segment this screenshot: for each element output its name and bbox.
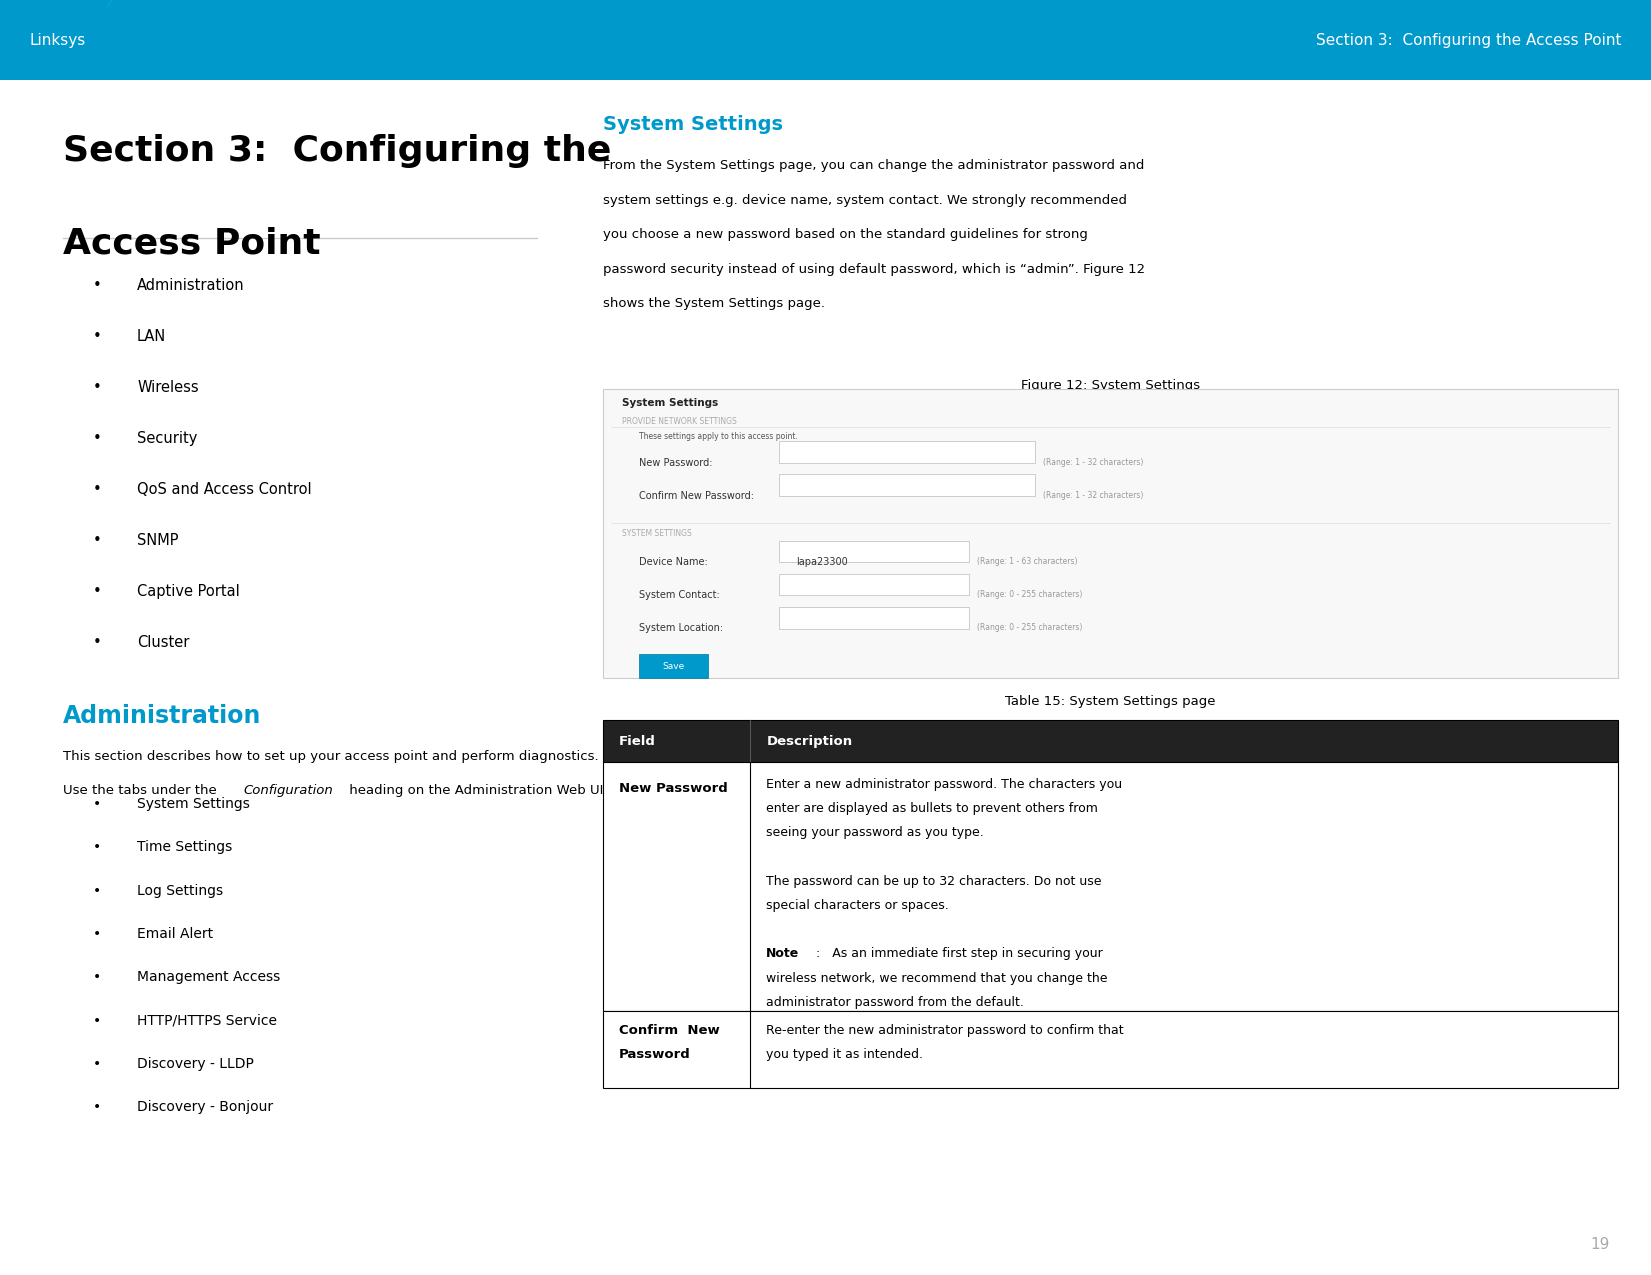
Text: •: • xyxy=(92,584,101,599)
Text: •: • xyxy=(92,278,101,293)
Text: Administration: Administration xyxy=(137,278,244,293)
Text: Confirm New Password:: Confirm New Password: xyxy=(639,491,755,501)
Text: Log Settings: Log Settings xyxy=(137,884,223,898)
Text: Device Name:: Device Name: xyxy=(639,557,708,567)
Text: Linksys: Linksys xyxy=(30,33,86,47)
Text: Section 3:  Configuring the Access Point: Section 3: Configuring the Access Point xyxy=(1316,33,1621,47)
Text: This section describes how to set up your access point and perform diagnostics.: This section describes how to set up you… xyxy=(63,750,598,762)
Bar xyxy=(779,474,1035,496)
Text: system settings e.g. device name, system contact. We strongly recommended: system settings e.g. device name, system… xyxy=(603,194,1126,207)
Text: Access Point: Access Point xyxy=(63,227,320,261)
Text: Note: Note xyxy=(766,947,799,960)
Bar xyxy=(603,720,1618,762)
Bar xyxy=(603,389,1618,678)
Text: •: • xyxy=(92,1100,101,1114)
Text: you choose a new password based on the standard guidelines for strong: you choose a new password based on the s… xyxy=(603,228,1088,241)
Text: wireless network, we recommend that you change the: wireless network, we recommend that you … xyxy=(766,972,1108,984)
Text: Field: Field xyxy=(619,734,655,748)
Text: •: • xyxy=(92,1057,101,1071)
Text: seeing your password as you type.: seeing your password as you type. xyxy=(766,826,984,839)
Text: New Password:: New Password: xyxy=(639,458,713,468)
Text: System Contact:: System Contact: xyxy=(639,590,720,601)
Text: System Settings: System Settings xyxy=(622,398,718,408)
Text: New Password: New Password xyxy=(619,782,728,794)
Bar xyxy=(779,541,969,562)
Text: 19: 19 xyxy=(1590,1237,1610,1252)
Text: Confirm  New: Confirm New xyxy=(619,1024,720,1037)
Text: The password can be up to 32 characters. Do not use: The password can be up to 32 characters.… xyxy=(766,875,1101,887)
Text: password security instead of using default password, which is “admin”. Figure 12: password security instead of using defau… xyxy=(603,263,1144,275)
Bar xyxy=(779,607,969,629)
Text: Table 15: System Settings page: Table 15: System Settings page xyxy=(1005,695,1215,708)
Text: Wireless: Wireless xyxy=(137,380,198,395)
Text: These settings apply to this access point.: These settings apply to this access poin… xyxy=(639,432,797,441)
Text: System Location:: System Location: xyxy=(639,623,723,634)
Bar xyxy=(0,0,1651,80)
Text: •: • xyxy=(92,431,101,446)
Text: •: • xyxy=(92,635,101,650)
Text: •: • xyxy=(92,482,101,497)
Bar xyxy=(639,654,708,678)
Text: Section 3:  Configuring the: Section 3: Configuring the xyxy=(63,134,611,168)
Text: heading on the Administration Web UI.: heading on the Administration Web UI. xyxy=(345,784,608,797)
Text: administrator password from the default.: administrator password from the default. xyxy=(766,996,1024,1009)
Bar xyxy=(603,1011,1618,1088)
Text: special characters or spaces.: special characters or spaces. xyxy=(766,899,949,912)
Text: •: • xyxy=(92,840,101,854)
Bar xyxy=(779,441,1035,463)
Text: (Range: 1 - 63 characters): (Range: 1 - 63 characters) xyxy=(977,557,1078,566)
Text: •: • xyxy=(92,797,101,811)
Text: Use the tabs under the: Use the tabs under the xyxy=(63,784,221,797)
Text: SYSTEM SETTINGS: SYSTEM SETTINGS xyxy=(622,529,692,538)
Text: Cluster: Cluster xyxy=(137,635,190,650)
Text: LAN: LAN xyxy=(137,329,167,344)
Text: System Settings: System Settings xyxy=(137,797,249,811)
Text: QoS and Access Control: QoS and Access Control xyxy=(137,482,312,497)
Bar xyxy=(779,574,969,595)
Text: Captive Portal: Captive Portal xyxy=(137,584,239,599)
Text: Email Alert: Email Alert xyxy=(137,927,213,941)
Text: :   As an immediate first step in securing your: : As an immediate first step in securing… xyxy=(816,947,1103,960)
Text: (Range: 0 - 255 characters): (Range: 0 - 255 characters) xyxy=(977,590,1083,599)
Text: Figure 12: System Settings: Figure 12: System Settings xyxy=(1020,379,1200,391)
Text: Discovery - Bonjour: Discovery - Bonjour xyxy=(137,1100,272,1114)
Text: HTTP/HTTPS Service: HTTP/HTTPS Service xyxy=(137,1014,277,1028)
Text: Administration: Administration xyxy=(63,704,261,728)
Text: shows the System Settings page.: shows the System Settings page. xyxy=(603,297,824,310)
Text: Enter a new administrator password. The characters you: Enter a new administrator password. The … xyxy=(766,778,1123,790)
Text: Discovery - LLDP: Discovery - LLDP xyxy=(137,1057,254,1071)
Text: Password: Password xyxy=(619,1048,690,1061)
Text: (Range: 1 - 32 characters): (Range: 1 - 32 characters) xyxy=(1043,491,1144,500)
Text: Management Access: Management Access xyxy=(137,970,281,984)
Text: System Settings: System Settings xyxy=(603,115,783,134)
Text: Save: Save xyxy=(662,662,685,672)
Text: Configuration: Configuration xyxy=(243,784,334,797)
Text: •: • xyxy=(92,1014,101,1028)
Text: (Range: 1 - 32 characters): (Range: 1 - 32 characters) xyxy=(1043,458,1144,467)
Bar xyxy=(603,762,1618,1011)
Text: SNMP: SNMP xyxy=(137,533,178,548)
Text: From the System Settings page, you can change the administrator password and: From the System Settings page, you can c… xyxy=(603,159,1144,172)
Text: •: • xyxy=(92,927,101,941)
Text: (Range: 0 - 255 characters): (Range: 0 - 255 characters) xyxy=(977,623,1083,632)
Text: Description: Description xyxy=(766,734,852,748)
Text: Re-enter the new administrator password to confirm that: Re-enter the new administrator password … xyxy=(766,1024,1124,1037)
Text: enter are displayed as bullets to prevent others from: enter are displayed as bullets to preven… xyxy=(766,802,1098,815)
Text: •: • xyxy=(92,970,101,984)
Text: •: • xyxy=(92,380,101,395)
Text: lapa23300: lapa23300 xyxy=(796,557,847,567)
Text: PROVIDE NETWORK SETTINGS: PROVIDE NETWORK SETTINGS xyxy=(622,417,738,426)
Text: •: • xyxy=(92,884,101,898)
Text: •: • xyxy=(92,329,101,344)
Text: Security: Security xyxy=(137,431,198,446)
Text: •: • xyxy=(92,533,101,548)
Text: you typed it as intended.: you typed it as intended. xyxy=(766,1048,923,1061)
Text: Time Settings: Time Settings xyxy=(137,840,233,854)
